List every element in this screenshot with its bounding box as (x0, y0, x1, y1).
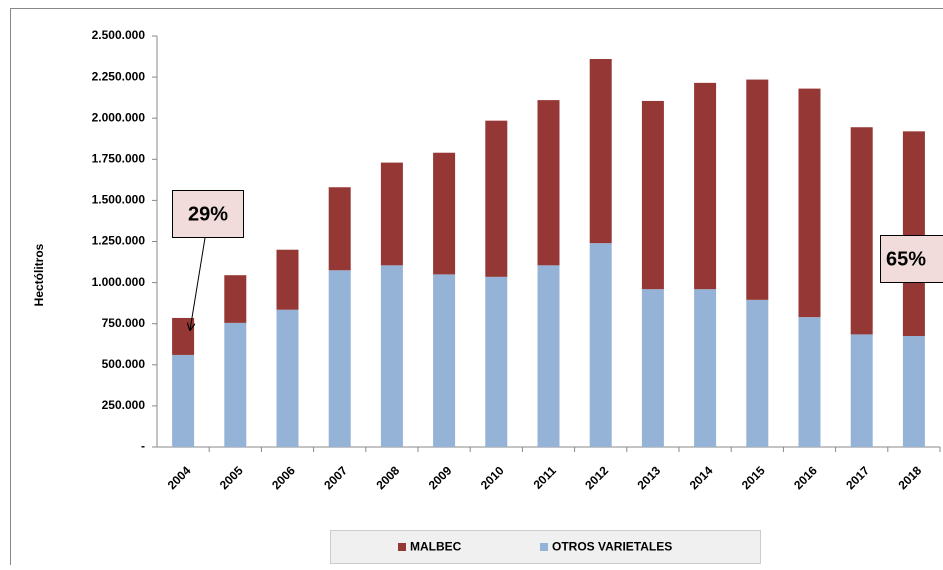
bar-segment (590, 243, 612, 447)
y-tick-label: 2.500.000 (92, 28, 146, 42)
y-tick-label: 250.000 (102, 398, 146, 412)
bar-segment (642, 289, 664, 447)
y-tick-label: 1.500.000 (92, 193, 146, 207)
annotation: 29% (188, 203, 228, 225)
bar-segment (433, 153, 455, 275)
bar-segment (433, 274, 455, 447)
bar-segment (642, 101, 664, 289)
bar-segment (903, 336, 925, 447)
bar-segment (485, 121, 507, 277)
annotation: 65% (886, 248, 926, 270)
bar-segment (746, 300, 768, 447)
bar-segment (224, 275, 246, 323)
bar-segment (746, 80, 768, 300)
bar-segment (851, 334, 873, 447)
y-tick-label: 1.000.000 (92, 275, 146, 289)
y-tick-label: - (141, 439, 145, 453)
bar-segment (277, 310, 299, 447)
bar-segment (590, 59, 612, 243)
bar-segment (485, 277, 507, 447)
bar-segment (224, 323, 246, 447)
bar-segment (538, 100, 560, 265)
bar-segment (381, 265, 403, 447)
bar-segment (381, 163, 403, 266)
y-tick-label: 1.250.000 (92, 234, 146, 248)
bar-segment (799, 317, 821, 447)
bar-segment (799, 89, 821, 318)
legend-swatch (540, 543, 548, 551)
bar-segment (538, 265, 560, 447)
y-tick-label: 750.000 (102, 316, 146, 330)
legend-label: OTROS VARIETALES (552, 540, 672, 554)
y-tick-label: 1.750.000 (92, 151, 146, 165)
y-axis-title: Hectólitros (32, 243, 46, 306)
legend-swatch (398, 543, 406, 551)
bar-segment (329, 270, 351, 447)
bar-segment (851, 127, 873, 334)
bar-segment (277, 250, 299, 310)
bar-segment (694, 289, 716, 447)
bar-segment (903, 131, 925, 336)
y-tick-label: 500.000 (102, 357, 146, 371)
y-tick-label: 2.000.000 (92, 110, 146, 124)
bar-segment (172, 355, 194, 447)
y-tick-label: 2.250.000 (92, 69, 146, 83)
bar-segment (694, 83, 716, 289)
bar-segment (329, 187, 351, 270)
legend-label: MALBEC (410, 540, 462, 554)
